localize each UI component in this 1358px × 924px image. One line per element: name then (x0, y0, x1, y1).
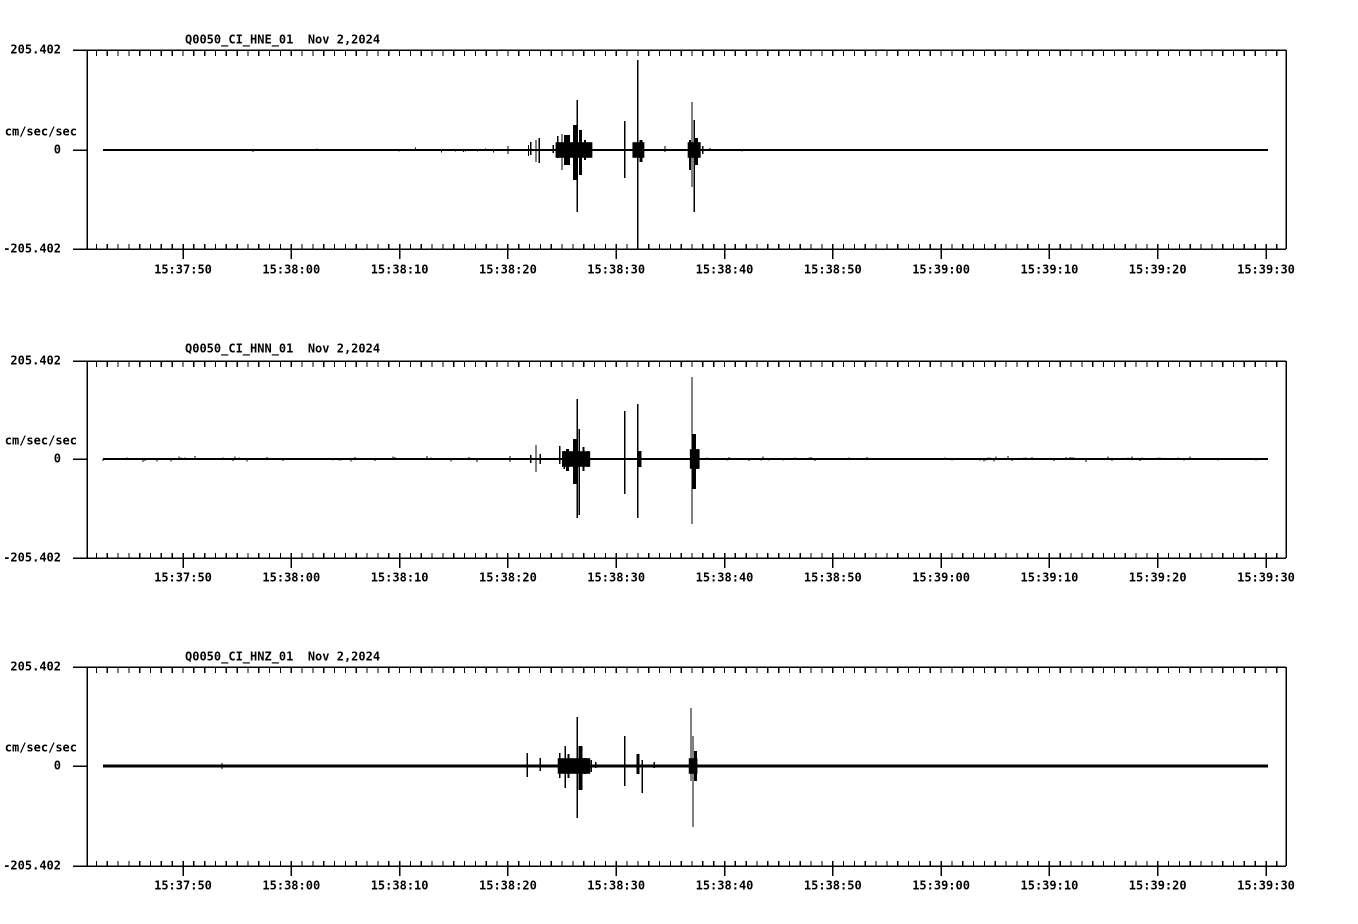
x-tick-label: 15:39:20 (1128, 262, 1187, 277)
y-tick-label-min: -205.402 (3, 858, 61, 873)
x-tick-label: 15:38:10 (370, 262, 429, 277)
x-tick-label: 15:37:50 (154, 570, 212, 585)
x-tick-label: 15:38:50 (803, 878, 862, 893)
x-tick-label: 15:38:00 (262, 262, 321, 277)
x-tick-label: 15:38:30 (587, 570, 646, 585)
y-tick-label-zero: 0 (53, 758, 61, 773)
x-tick-label: 15:39:00 (912, 878, 970, 893)
x-tick-label: 15:39:10 (1020, 570, 1079, 585)
y-axis-units-label: cm/sec/sec (4, 124, 77, 139)
x-tick-label: 15:39:20 (1128, 570, 1187, 585)
y-tick-label-min: -205.402 (3, 550, 61, 565)
y-tick-label-min: -205.402 (3, 241, 61, 256)
y-axis-units-label: cm/sec/sec (4, 433, 77, 448)
x-tick-label: 15:39:30 (1237, 878, 1295, 893)
panel-title: Q0050_CI_HNZ_01 Nov 2,2024 (185, 649, 381, 664)
x-tick-label: 15:37:50 (154, 262, 212, 277)
x-tick-label: 15:37:50 (154, 878, 212, 893)
x-tick-label: 15:39:10 (1020, 262, 1079, 277)
x-tick-label: 15:38:20 (478, 262, 537, 277)
y-tick-label-max: 205.402 (10, 659, 61, 674)
y-tick-label-zero: 0 (53, 451, 61, 466)
x-tick-label: 15:38:50 (803, 262, 862, 277)
x-tick-label: 15:39:20 (1128, 878, 1187, 893)
x-tick-label: 15:38:10 (370, 570, 429, 585)
x-tick-label: 15:38:20 (478, 878, 537, 893)
x-tick-label: 15:38:40 (695, 570, 754, 585)
x-tick-label: 15:39:30 (1237, 262, 1295, 277)
x-tick-label: 15:38:20 (478, 570, 537, 585)
x-tick-label: 15:39:00 (912, 570, 970, 585)
y-axis-units-label: cm/sec/sec (4, 740, 77, 755)
panel-title: Q0050_CI_HNN_01 Nov 2,2024 (185, 341, 381, 356)
x-tick-label: 15:38:40 (695, 878, 754, 893)
x-tick-label: 15:39:00 (912, 262, 970, 277)
panel-title: Q0050_CI_HNE_01 Nov 2,2024 (185, 32, 381, 47)
x-tick-label: 15:38:30 (587, 878, 646, 893)
x-tick-label: 15:38:00 (262, 878, 321, 893)
x-tick-label: 15:38:10 (370, 878, 429, 893)
x-tick-label: 15:38:00 (262, 570, 321, 585)
x-tick-label: 15:38:30 (587, 262, 646, 277)
y-tick-label-zero: 0 (53, 142, 61, 157)
x-tick-label: 15:39:10 (1020, 878, 1079, 893)
x-tick-label: 15:38:40 (695, 262, 754, 277)
x-tick-label: 15:38:50 (803, 570, 862, 585)
x-tick-label: 15:39:30 (1237, 570, 1295, 585)
y-tick-label-max: 205.402 (10, 353, 61, 368)
y-tick-label-max: 205.402 (10, 42, 61, 57)
